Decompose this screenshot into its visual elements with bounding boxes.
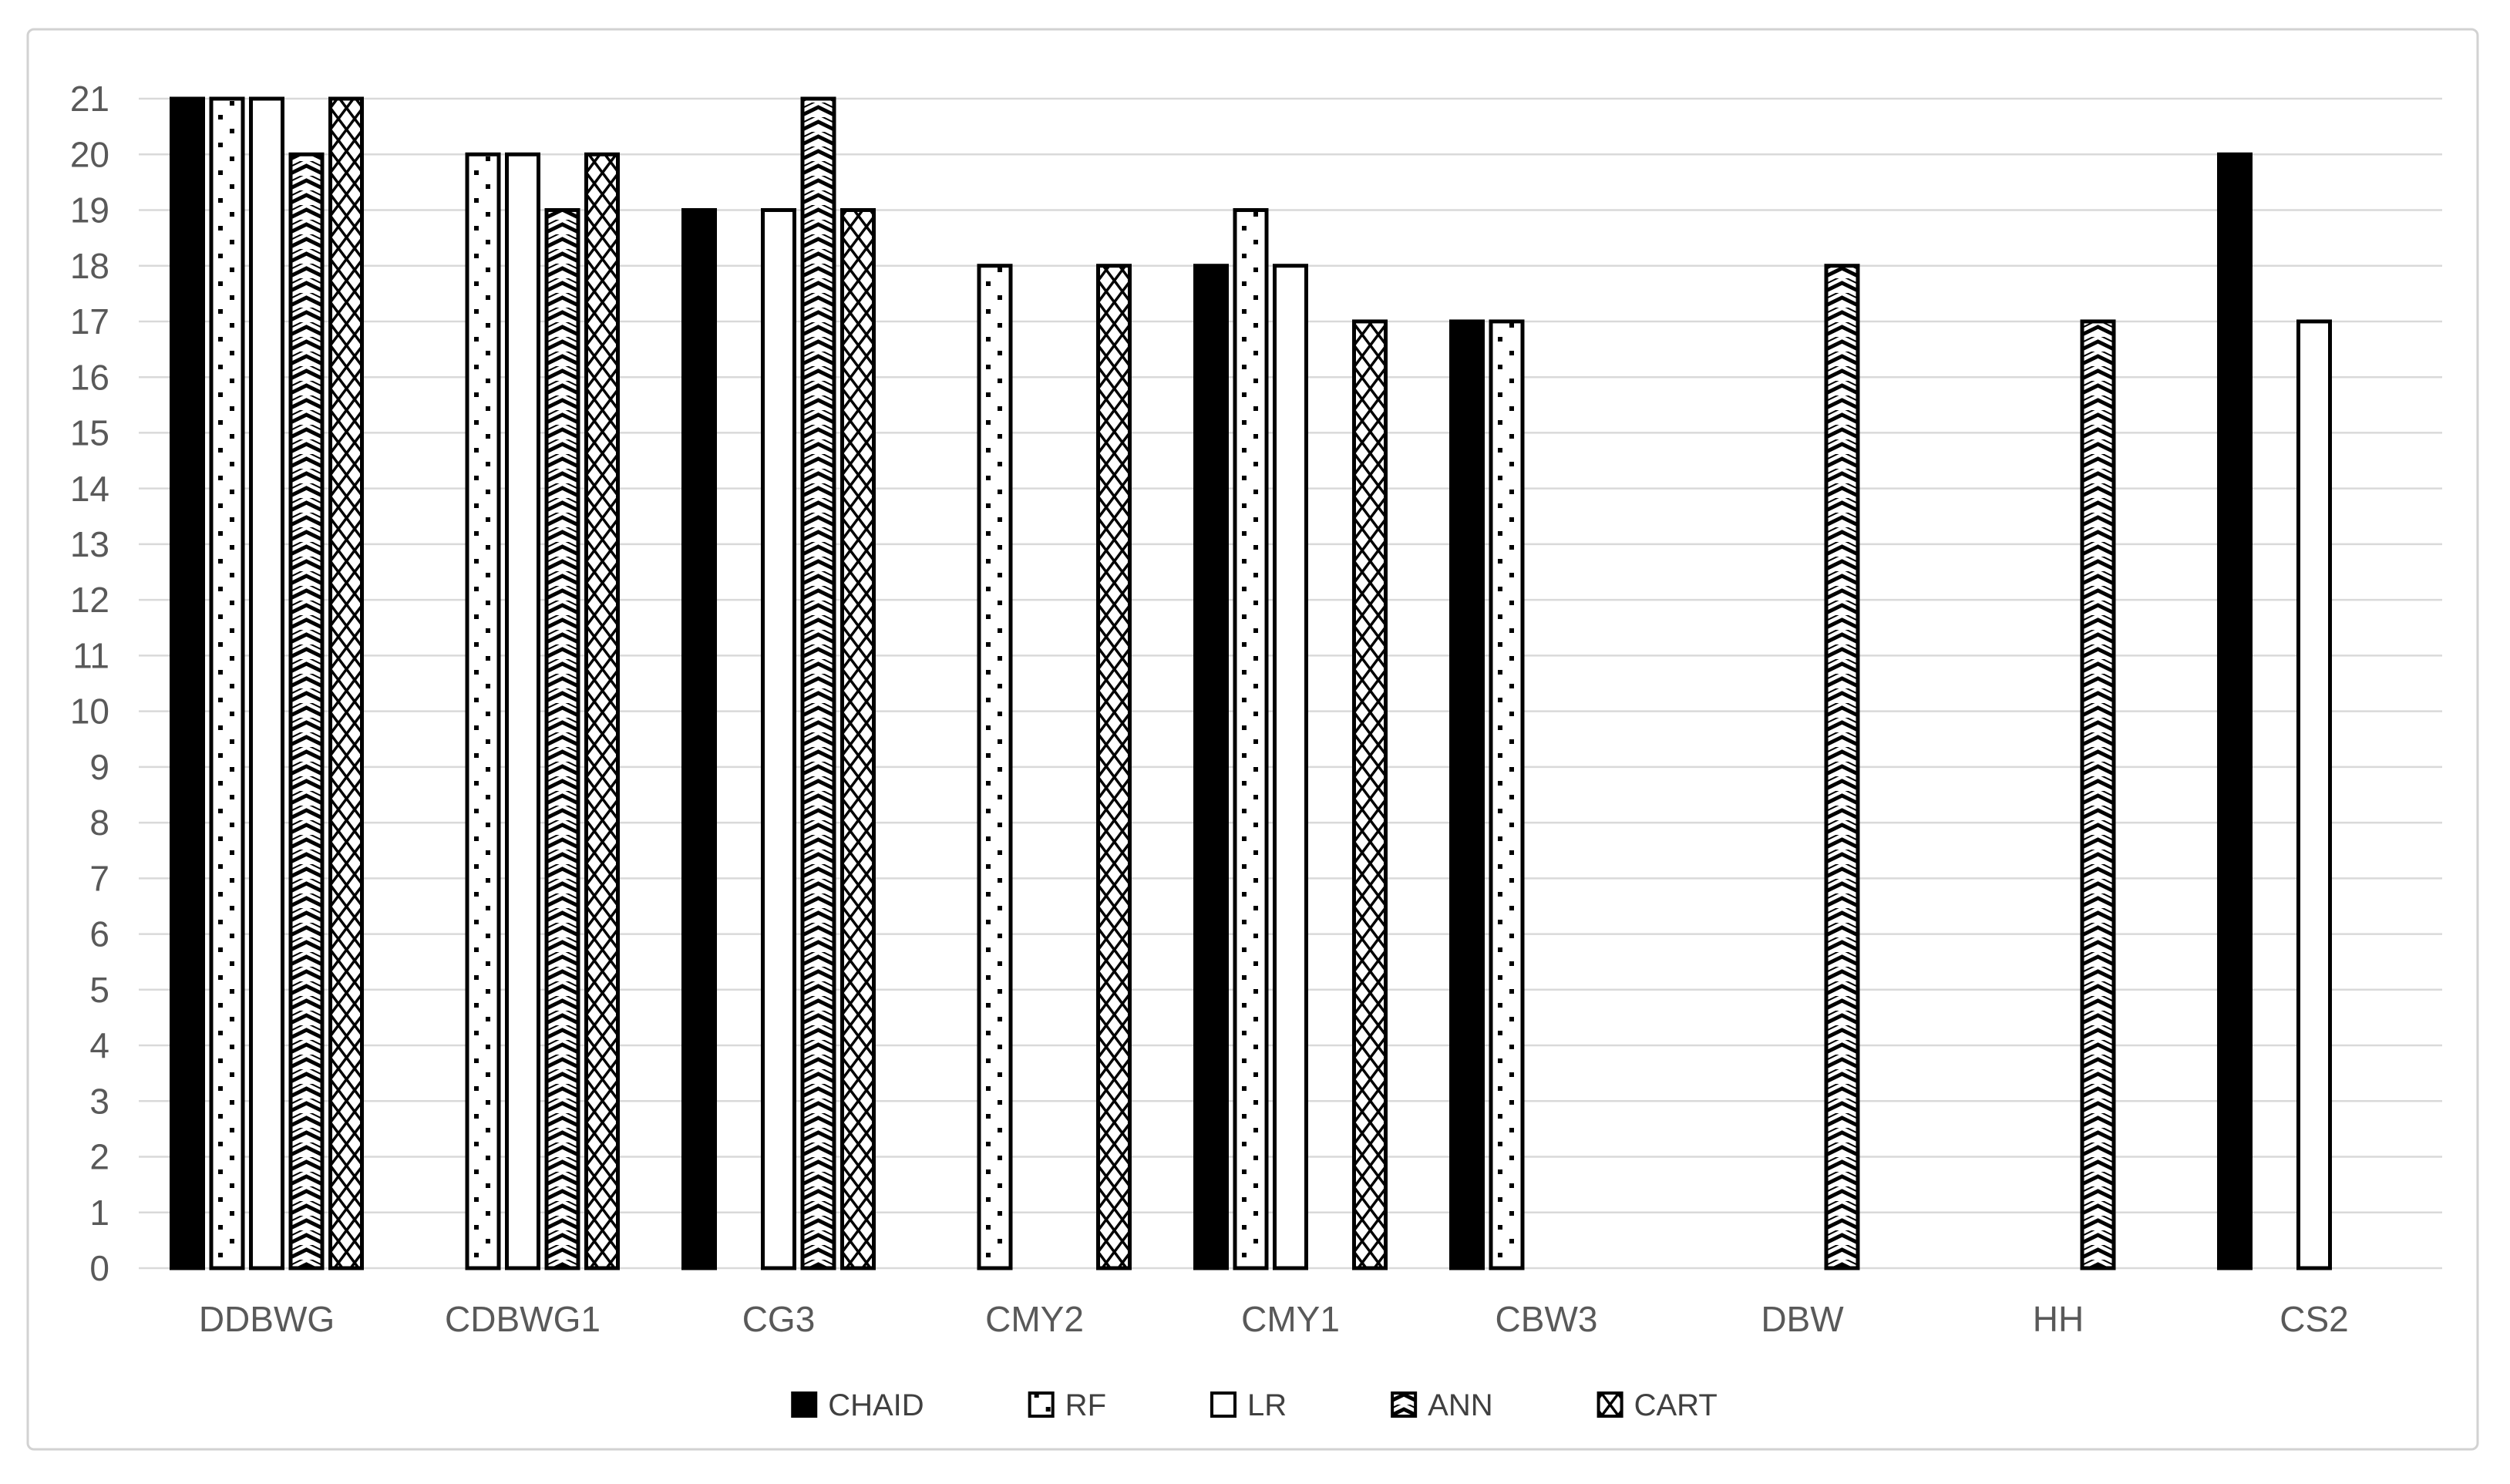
legend-label: RF	[1065, 1388, 1106, 1422]
y-tick-label: 18	[70, 246, 109, 286]
legend-label: LR	[1247, 1388, 1287, 1422]
x-category-label: DBW	[1761, 1299, 1844, 1339]
y-tick-label: 14	[70, 469, 109, 509]
y-tick-label: 16	[70, 357, 109, 397]
y-tick-label: 15	[70, 413, 109, 453]
y-tick-label: 2	[89, 1137, 109, 1177]
legend-swatch-rf	[1028, 1391, 1055, 1418]
y-tick-label: 20	[70, 134, 109, 174]
y-tick-label: 5	[89, 970, 109, 1010]
legend-item-ann: ANN	[1391, 1388, 1493, 1422]
x-category-label: CMY1	[1241, 1299, 1340, 1339]
y-tick-label: 9	[89, 747, 109, 787]
bar-ann-cg3	[800, 96, 836, 1270]
legend-item-rf: RF	[1028, 1388, 1106, 1422]
x-category-label: CS2	[2280, 1299, 2348, 1339]
legend-item-cart: CART	[1597, 1388, 1718, 1422]
bar-rf-cbw3	[1489, 319, 1525, 1270]
legend-label: ANN	[1428, 1388, 1492, 1422]
bar-lr-cg3	[761, 207, 796, 1270]
y-tick-label: 1	[89, 1193, 109, 1233]
bar-cart-cdbwg1	[584, 152, 620, 1270]
legend: CHAID RF LR ANN CART	[791, 1388, 1718, 1422]
legend-label: CART	[1634, 1388, 1718, 1422]
bar-cart-cmy2	[1096, 264, 1132, 1270]
bar-chaid-ddbwg	[170, 96, 205, 1270]
bar-chaid-cmy1	[1193, 264, 1229, 1270]
bar-rf-cdbwg1	[465, 152, 501, 1270]
x-category-label: CDBWG1	[445, 1299, 601, 1339]
y-tick-label: 21	[70, 79, 109, 119]
y-tick-label: 19	[70, 190, 109, 231]
bar-rf-cmy2	[977, 264, 1013, 1270]
bars	[170, 96, 2332, 1270]
y-tick-label: 3	[89, 1081, 109, 1121]
bar-cart-cmy1	[1352, 319, 1388, 1270]
bar-lr-cdbwg1	[505, 152, 540, 1270]
legend-swatch-ann	[1391, 1391, 1418, 1418]
bar-rf-cmy1	[1233, 207, 1269, 1270]
x-category-label: CG3	[742, 1299, 816, 1339]
bar-cart-cg3	[840, 207, 876, 1270]
legend-swatch-cart	[1597, 1391, 1623, 1418]
y-tick-label: 0	[89, 1248, 109, 1288]
legend-swatch-lr	[1210, 1391, 1237, 1418]
bar-ann-hh	[2080, 319, 2116, 1270]
y-tick-label: 13	[70, 524, 109, 564]
bar-chaid-cbw3	[1449, 319, 1485, 1270]
bar-rf-ddbwg	[209, 96, 245, 1270]
y-tick-label: 10	[70, 692, 109, 732]
x-category-label: CMY2	[985, 1299, 1084, 1339]
x-axis-category-labels: DDBWG CDBWG1 CG3 CMY2 CMY1 CBW3 DBW HH CS2	[199, 1299, 2349, 1339]
y-tick-label: 12	[70, 580, 109, 620]
y-tick-label: 17	[70, 301, 109, 342]
x-category-label: DDBWG	[199, 1299, 335, 1339]
bar-lr-cs2	[2296, 319, 2332, 1270]
bar-ann-cdbwg1	[544, 207, 580, 1270]
x-category-label: HH	[2033, 1299, 2084, 1339]
x-category-label: CBW3	[1496, 1299, 1598, 1339]
y-tick-label: 8	[89, 803, 109, 843]
y-tick-label: 6	[89, 914, 109, 954]
bar-cart-ddbwg	[328, 96, 364, 1270]
legend-item-chaid: CHAID	[791, 1388, 924, 1422]
bar-lr-cmy1	[1273, 264, 1308, 1270]
y-tick-label: 4	[89, 1025, 109, 1065]
legend-item-lr: LR	[1210, 1388, 1287, 1422]
legend-swatch-chaid	[791, 1391, 818, 1418]
bar-chaid-cg3	[681, 207, 717, 1270]
bar-chaid-cs2	[2217, 152, 2253, 1270]
bar-ann-ddbwg	[288, 152, 325, 1270]
bar-ann-dbw	[1824, 264, 1860, 1270]
y-tick-label: 7	[89, 858, 109, 898]
bar-lr-ddbwg	[249, 96, 284, 1270]
y-tick-label: 11	[72, 635, 109, 675]
legend-label: CHAID	[828, 1388, 924, 1422]
